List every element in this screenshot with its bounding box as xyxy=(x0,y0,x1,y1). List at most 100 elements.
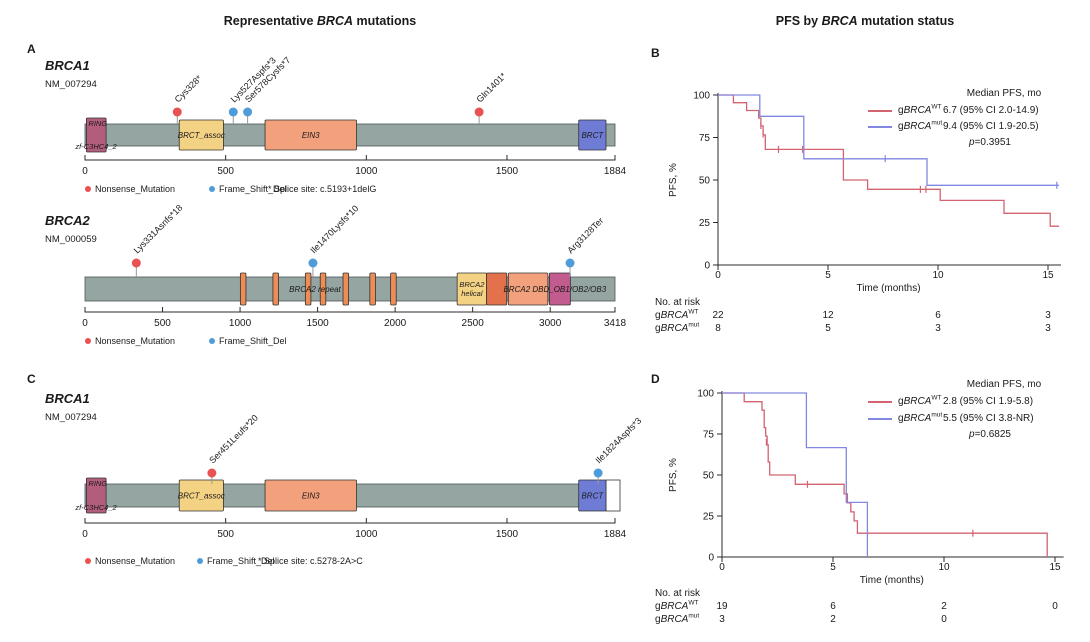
risk-table-title: No. at risk xyxy=(655,588,701,599)
risk-row-label: gBRCAWT xyxy=(655,308,699,321)
right-figure-title: PFS by BRCA mutation status xyxy=(640,14,1090,28)
gene-name: BRCA1 xyxy=(45,58,90,73)
domain-box xyxy=(86,477,107,514)
risk-count: 0 xyxy=(941,614,947,625)
right-title-pre: PFS by xyxy=(775,14,822,28)
mutation-dot xyxy=(593,468,603,478)
km-curve-mut xyxy=(718,94,1059,186)
gene-name: BRCA2 xyxy=(45,213,91,228)
domain-box xyxy=(578,119,607,151)
risk-count: 12 xyxy=(822,310,834,321)
axis-tick-label: 0 xyxy=(82,529,88,540)
km-curve-wt xyxy=(722,392,1048,557)
km-legend-header: Median PFS, mo xyxy=(966,379,1042,390)
right-title-gene: BRCA xyxy=(821,14,858,28)
axis-tick-label: 1500 xyxy=(496,166,519,177)
nonsense-legend-dot xyxy=(85,558,91,564)
risk-count: 5 xyxy=(825,323,831,334)
panel-label-c: C xyxy=(27,372,36,386)
x-tick-label: 15 xyxy=(1049,562,1061,573)
y-tick-label: 0 xyxy=(704,261,710,272)
splice-site-note: * Splice site: c.5278-2A>C xyxy=(258,556,363,566)
axis-tick-label: 2500 xyxy=(462,318,485,329)
frameshift-legend-dot xyxy=(197,558,203,564)
x-tick-label: 0 xyxy=(715,270,721,281)
risk-count: 3 xyxy=(1045,310,1051,321)
legend-label: Nonsense_Mutation xyxy=(95,336,175,346)
region-label: BRCA2 DBD_OB1/OB2/OB3 xyxy=(503,285,606,294)
km-plot-b: 0 25 50 75 100 0 5 10 15 Time (months) PFS, % xyxy=(668,91,1061,294)
y-tick-label: 75 xyxy=(703,430,715,441)
legend-label: Frame_Shift_Del xyxy=(207,556,275,566)
frameshift-legend-dot xyxy=(209,338,215,344)
mutation-label: Lys331Asnfs*18 xyxy=(132,203,185,256)
axis-tick-label: 500 xyxy=(217,166,234,177)
transcript-id: NM_007294 xyxy=(45,79,97,90)
risk-count: 3 xyxy=(935,323,941,334)
domain-box xyxy=(319,272,327,306)
axis-tick-label: 500 xyxy=(217,529,234,540)
residue-axis xyxy=(84,155,616,161)
domain-box xyxy=(264,479,357,512)
mutation-label: Arg3128Ter xyxy=(565,215,605,255)
domain-label: EIN3 xyxy=(302,131,320,140)
y-tick-label: 100 xyxy=(697,389,714,400)
km-legend-row-mut: gBRCAmut 9.4 (95% CI 1.9-20.5) xyxy=(868,119,1039,132)
risk-count: 3 xyxy=(1045,323,1051,334)
nonsense-legend-dot xyxy=(85,338,91,344)
y-tick-label: 0 xyxy=(708,553,714,564)
risk-row-label: gBRCAmut xyxy=(655,321,700,334)
x-tick-label: 0 xyxy=(719,562,725,573)
mutation-dot xyxy=(131,258,141,268)
risk-count: 6 xyxy=(830,601,836,612)
legend-line-wt xyxy=(868,109,892,112)
legend-line-mut xyxy=(868,125,892,128)
group-label: gBRCAmut xyxy=(898,119,943,132)
axis-tick-label: 1000 xyxy=(355,166,378,177)
risk-count: 2 xyxy=(830,614,836,625)
residue-axis xyxy=(84,518,616,524)
legend-label: Nonsense_Mutation xyxy=(95,184,175,194)
domain-box xyxy=(507,272,549,306)
domain-label: BRCA2 xyxy=(459,280,485,289)
domain-box xyxy=(264,119,357,151)
truncated-tail-box xyxy=(605,479,621,512)
axis-tick-label: 1884 xyxy=(604,529,627,540)
x-tick-label: 5 xyxy=(830,562,836,573)
nonsense-legend-dot xyxy=(85,186,91,192)
mutation-dot xyxy=(565,258,575,268)
km-plot-d: 0 25 50 75 100 0 5 10 15 Time (months) PFS, % xyxy=(668,389,1064,586)
group-label: gBRCAWT xyxy=(898,103,942,116)
y-tick-label: 75 xyxy=(699,133,711,144)
domain-label: zf-C3HC4_2 xyxy=(74,142,117,151)
y-tick-label: 25 xyxy=(699,218,711,229)
mutation-label: Cys328* xyxy=(173,73,204,104)
risk-row-label: gBRCAmut xyxy=(655,612,700,625)
legend-line-mut xyxy=(868,417,892,420)
mutation-label: Ser451Leufs*20 xyxy=(207,413,260,466)
x-tick-label: 10 xyxy=(932,270,944,281)
y-tick-label: 100 xyxy=(693,91,710,102)
domain-box xyxy=(549,272,571,306)
axis-tick-label: 500 xyxy=(154,318,171,329)
risk-row-label: gBRCAWT xyxy=(655,599,699,612)
left-title-gene: BRCA xyxy=(316,14,353,28)
domain-label: zf-C3HC4_2 xyxy=(74,503,117,512)
mutation-dot xyxy=(172,107,182,117)
domain-box xyxy=(369,272,376,306)
km-legend-row-wt: gBRCAWT 2.8 (95% CI 1.9-5.8) xyxy=(868,395,1033,407)
panel-label-a: A xyxy=(27,42,36,56)
domain-box xyxy=(86,117,107,153)
domain-label: helical xyxy=(461,289,483,298)
mutation-label: Ile1824Aspfs*3 xyxy=(593,416,643,466)
axis-tick-label: 0 xyxy=(82,166,88,177)
risk-count: 3 xyxy=(719,614,725,625)
gene-name: BRCA1 xyxy=(45,391,90,406)
risk-count: 8 xyxy=(715,323,721,334)
domain-label: BRCT xyxy=(581,492,604,501)
group-label: gBRCAmut xyxy=(898,411,943,424)
frameshift-legend-dot xyxy=(209,186,215,192)
domain-box xyxy=(304,272,312,306)
km-legend-header: Median PFS, mo xyxy=(966,88,1042,99)
mutation-dot xyxy=(243,107,253,117)
